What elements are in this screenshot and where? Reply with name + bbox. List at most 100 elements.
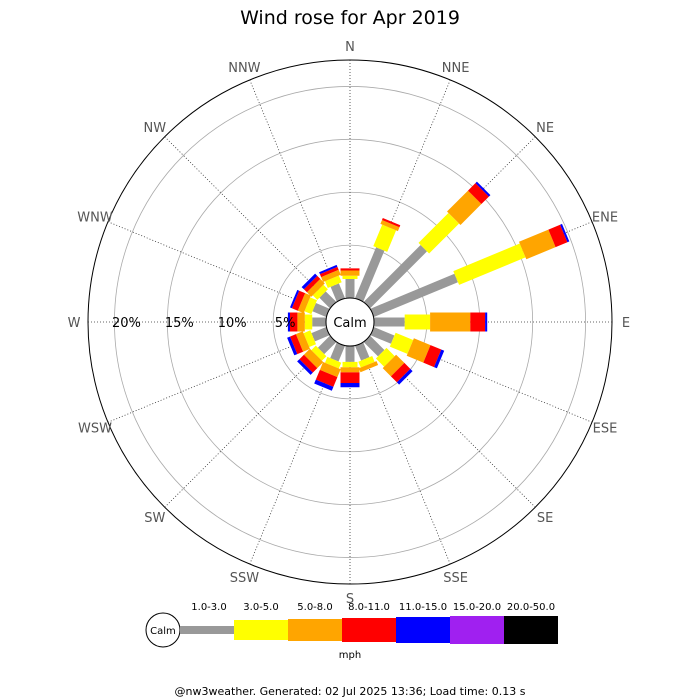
chart-title: Wind rose for Apr 2019 [240,7,460,29]
direction-label-s: S [346,592,354,607]
legend-swatch-1.0-3.0 [180,626,234,634]
bar-ene-11.0-15.0 [560,223,570,243]
legend-label-1.0-3.0: 1.0-3.0 [191,602,226,613]
bar-sse-5.0-8.0 [358,361,379,373]
legend-label-3.0-5.0: 3.0-5.0 [243,602,278,613]
bar-ne-1.0-3.0 [363,245,427,309]
bar-ese-1.0-3.0 [370,327,395,344]
bar-ne-11.0-15.0 [475,181,491,197]
bar-ese-8.0-11.0 [423,345,442,368]
bar-ssw-5.0-8.0 [319,362,341,378]
bar-w-5.0-8.0 [297,312,305,332]
legend-label-5.0-8.0: 5.0-8.0 [297,602,332,613]
bar-sw-11.0-15.0 [297,359,313,375]
bar-e-3.0-5.0 [404,314,431,330]
bar-ne-8.0-11.0 [468,183,489,204]
wind-bars [287,181,570,391]
direction-label-ssw: SSW [230,571,260,586]
bar-ne-3.0-5.0 [418,213,459,254]
bar-nnw-5.0-8.0 [321,269,341,282]
bar-n-5.0-8.0 [340,270,360,276]
bar-ssw-1.0-3.0 [330,342,345,362]
direction-label-nne: NNE [442,61,470,76]
bar-nne-3.0-5.0 [373,224,397,252]
bar-wnw-5.0-8.0 [297,293,311,314]
legend-swatch-8.0-11.0 [342,618,396,642]
bar-e-5.0-8.0 [430,312,471,332]
legend-units: mph [339,650,361,661]
bar-s-3.0-5.0 [342,361,358,368]
bar-n-1.0-3.0 [345,279,355,298]
bar-w-1.0-3.0 [312,317,326,327]
ring-label: 20% [112,316,141,331]
bar-nw-11.0-15.0 [301,273,318,290]
bar-wnw-11.0-15.0 [290,289,300,309]
bar-ne-5.0-8.0 [447,190,482,225]
direction-labels: N NNE NE ENE E ESE SE SSE S SSW SW WSW W WNW NW NNW [68,40,631,607]
bar-wsw-1.0-3.0 [311,327,330,342]
bar-ene-1.0-3.0 [370,273,458,317]
bar-nnw-8.0-11.0 [319,266,339,278]
bar-se-5.0-8.0 [382,354,405,377]
bar-s-8.0-11.0 [340,372,360,383]
bar-wnw-8.0-11.0 [291,290,306,311]
bar-ese-5.0-8.0 [406,338,431,363]
bar-se-11.0-15.0 [396,368,413,385]
bar-ssw-11.0-15.0 [314,379,334,391]
direction-label-ne: NE [536,121,554,136]
bar-se-8.0-11.0 [390,362,411,383]
bar-w-11.0-15.0 [287,312,290,332]
spoke-wnw [107,221,328,314]
speed-legend: Calm 1.0-3.0 3.0-5.0 5.0-8.0 8.0-11.0 11.0-15… [145,602,558,648]
bar-nw-1.0-3.0 [319,291,337,309]
bar-wsw-3.0-5.0 [303,330,316,347]
spoke-sse [358,344,451,565]
legend-calm-label: Calm [150,626,176,637]
direction-label-wsw: WSW [78,422,112,437]
bar-e-8.0-11.0 [470,312,486,332]
legend-swatch-20.0-50.0 [504,616,558,644]
legend-swatch-5.0-8.0 [288,619,342,641]
bar-nnw-1.0-3.0 [330,283,345,302]
bar-nw-3.0-5.0 [312,284,328,300]
bar-s-11.0-15.0 [340,383,360,388]
bar-nnw-11.0-15.0 [319,264,338,275]
legend-label-8.0-11.0: 8.0-11.0 [348,602,390,613]
bar-ene-5.0-8.0 [519,229,556,260]
legend-label-11.0-15.0: 11.0-15.0 [399,602,447,613]
bar-ene-8.0-11.0 [548,224,568,248]
bar-wsw-8.0-11.0 [290,334,304,355]
bar-w-8.0-11.0 [290,312,298,332]
grid-ring [114,86,586,558]
spoke-nnw [249,79,342,300]
ring-label: 10% [218,316,247,331]
direction-label-wnw: WNW [77,210,113,225]
bar-sw-1.0-3.0 [317,335,337,355]
bar-w-3.0-5.0 [304,314,313,330]
bar-e-11.0-15.0 [485,312,488,332]
ring-label: 5% [275,316,296,331]
spoke-nw [164,136,334,306]
bar-nw-8.0-11.0 [303,275,321,293]
bar-wnw-1.0-3.0 [312,303,330,317]
legend-label-20.0-50.0: 20.0-50.0 [507,602,555,613]
bar-sse-3.0-5.0 [358,356,375,368]
bar-n-3.0-5.0 [342,275,358,279]
direction-label-ene: ENE [592,210,618,225]
bar-se-3.0-5.0 [375,347,395,367]
bar-nne-5.0-8.0 [380,220,400,232]
direction-label-nw: NW [144,121,167,136]
direction-label-e: E [622,316,630,331]
bar-nnw-3.0-5.0 [325,275,342,288]
ring-percent-labels: 5% 10% 15% 20% [112,316,295,331]
direction-label-sse: SSE [443,571,468,586]
bar-sse-1.0-3.0 [355,342,370,361]
direction-label-n: N [345,40,355,55]
ring-label: 15% [165,316,194,331]
bar-ese-3.0-5.0 [389,332,414,354]
bar-nw-5.0-8.0 [306,278,325,297]
bar-sw-5.0-8.0 [303,348,324,369]
bar-se-1.0-3.0 [363,335,385,357]
bar-ssw-8.0-11.0 [315,369,338,387]
